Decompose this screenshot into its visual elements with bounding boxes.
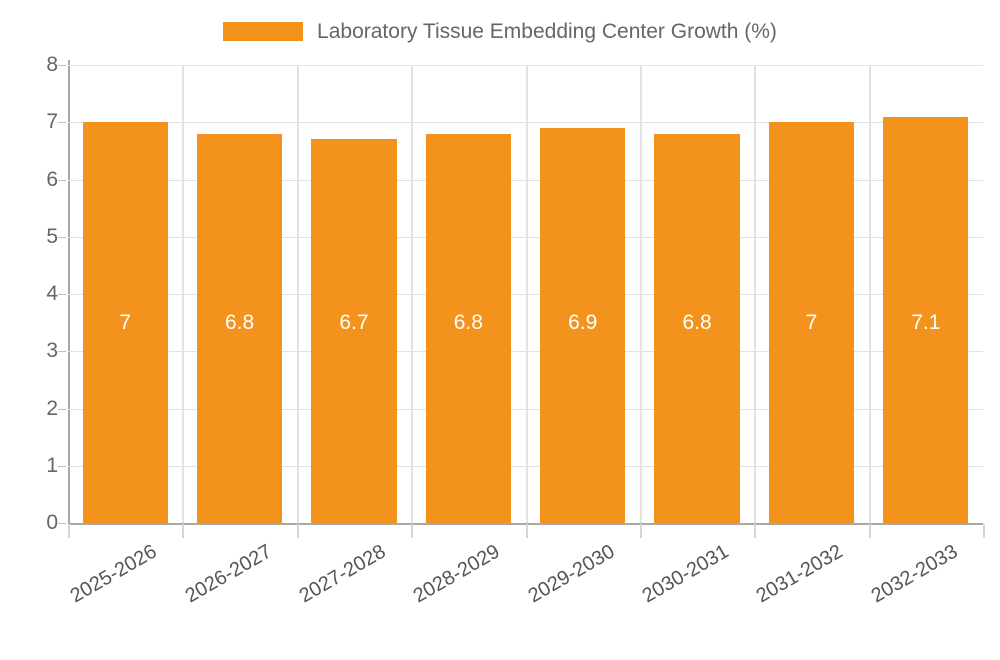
bar[interactable] <box>82 122 168 523</box>
y-axis-tick-mark <box>58 351 66 353</box>
y-axis-tick-mark <box>58 65 66 66</box>
gridline-vertical <box>182 65 185 523</box>
y-axis-tick-label: 1 <box>46 453 58 477</box>
bar-value-label: 7.1 <box>911 311 941 334</box>
bar-value-label: 7 <box>119 311 132 334</box>
y-axis-tick-label: 6 <box>46 167 58 191</box>
x-axis-tick-mark <box>639 524 642 538</box>
y-axis-tick-label: 7 <box>46 110 58 134</box>
y-axis-tick-label: 0 <box>46 511 58 534</box>
y-axis-tick-labels: 8 7 6 5 4 3 2 1 0 <box>0 0 66 600</box>
bar-value-label: 6.8 <box>224 311 255 334</box>
y-axis-tick-mark <box>58 122 66 124</box>
y-axis-tick-mark <box>58 179 66 181</box>
y-axis-tick-mark <box>58 236 66 238</box>
bar-value-label: 6.9 <box>568 311 598 334</box>
bar[interactable] <box>540 127 626 523</box>
y-axis-tick-label: 2 <box>46 396 58 420</box>
bar[interactable] <box>196 133 283 523</box>
gridline-vertical <box>525 65 528 523</box>
bar-value-label: 6.8 <box>682 311 712 334</box>
gridline-vertical <box>296 65 299 523</box>
bar-value-label: 6.7 <box>339 311 369 334</box>
x-axis-tick-mark <box>868 524 871 538</box>
x-axis-tick-mark <box>754 524 757 538</box>
chart-legend: Laboratory Tissue Embedding Center Growt… <box>0 12 1000 50</box>
y-axis-tick-label: 3 <box>46 339 58 363</box>
x-axis-tick-mark <box>525 524 528 538</box>
gridline-vertical <box>754 65 757 523</box>
legend-item-series-1[interactable]: Laboratory Tissue Embedding Center Growt… <box>223 21 777 42</box>
bar-value-label: 6.8 <box>453 311 483 334</box>
x-axis-category-labels: 2025-2026 2026-2027 2027-2028 2028-2029 2029… <box>67 540 961 607</box>
x-axis-tick-mark <box>182 524 185 538</box>
legend-series-label: Laboratory Tissue Embedding Center Growt… <box>317 19 777 43</box>
bar[interactable] <box>768 122 855 523</box>
y-axis-tick-label: 8 <box>46 53 58 76</box>
x-axis-tick-mark <box>983 524 985 538</box>
y-axis-line <box>68 60 70 525</box>
legend-color-swatch-icon <box>223 21 304 41</box>
y-axis-tick-mark <box>58 523 66 524</box>
gridline-vertical <box>868 65 871 523</box>
bar-chart: Laboratory Tissue Embedding Center Growt… <box>0 0 1000 607</box>
x-axis-tick-mark <box>411 524 414 538</box>
x-axis-tick-mark <box>296 524 299 538</box>
x-axis-tick-mark <box>68 524 70 538</box>
bar[interactable] <box>654 133 740 523</box>
y-axis-tick-mark <box>58 465 66 467</box>
bar[interactable] <box>311 139 397 523</box>
bar[interactable] <box>883 116 969 523</box>
gridline-vertical <box>639 65 642 523</box>
bar-value-label: 7 <box>805 311 818 334</box>
y-axis-tick-label: 4 <box>46 282 58 305</box>
y-axis-tick-mark <box>58 408 66 410</box>
gridline-vertical <box>411 65 414 523</box>
x-axis-category-label: 2025-2026 <box>66 540 161 608</box>
y-axis-tick-mark <box>58 294 66 295</box>
bar[interactable] <box>425 133 511 523</box>
y-axis-tick-label: 5 <box>46 224 58 248</box>
